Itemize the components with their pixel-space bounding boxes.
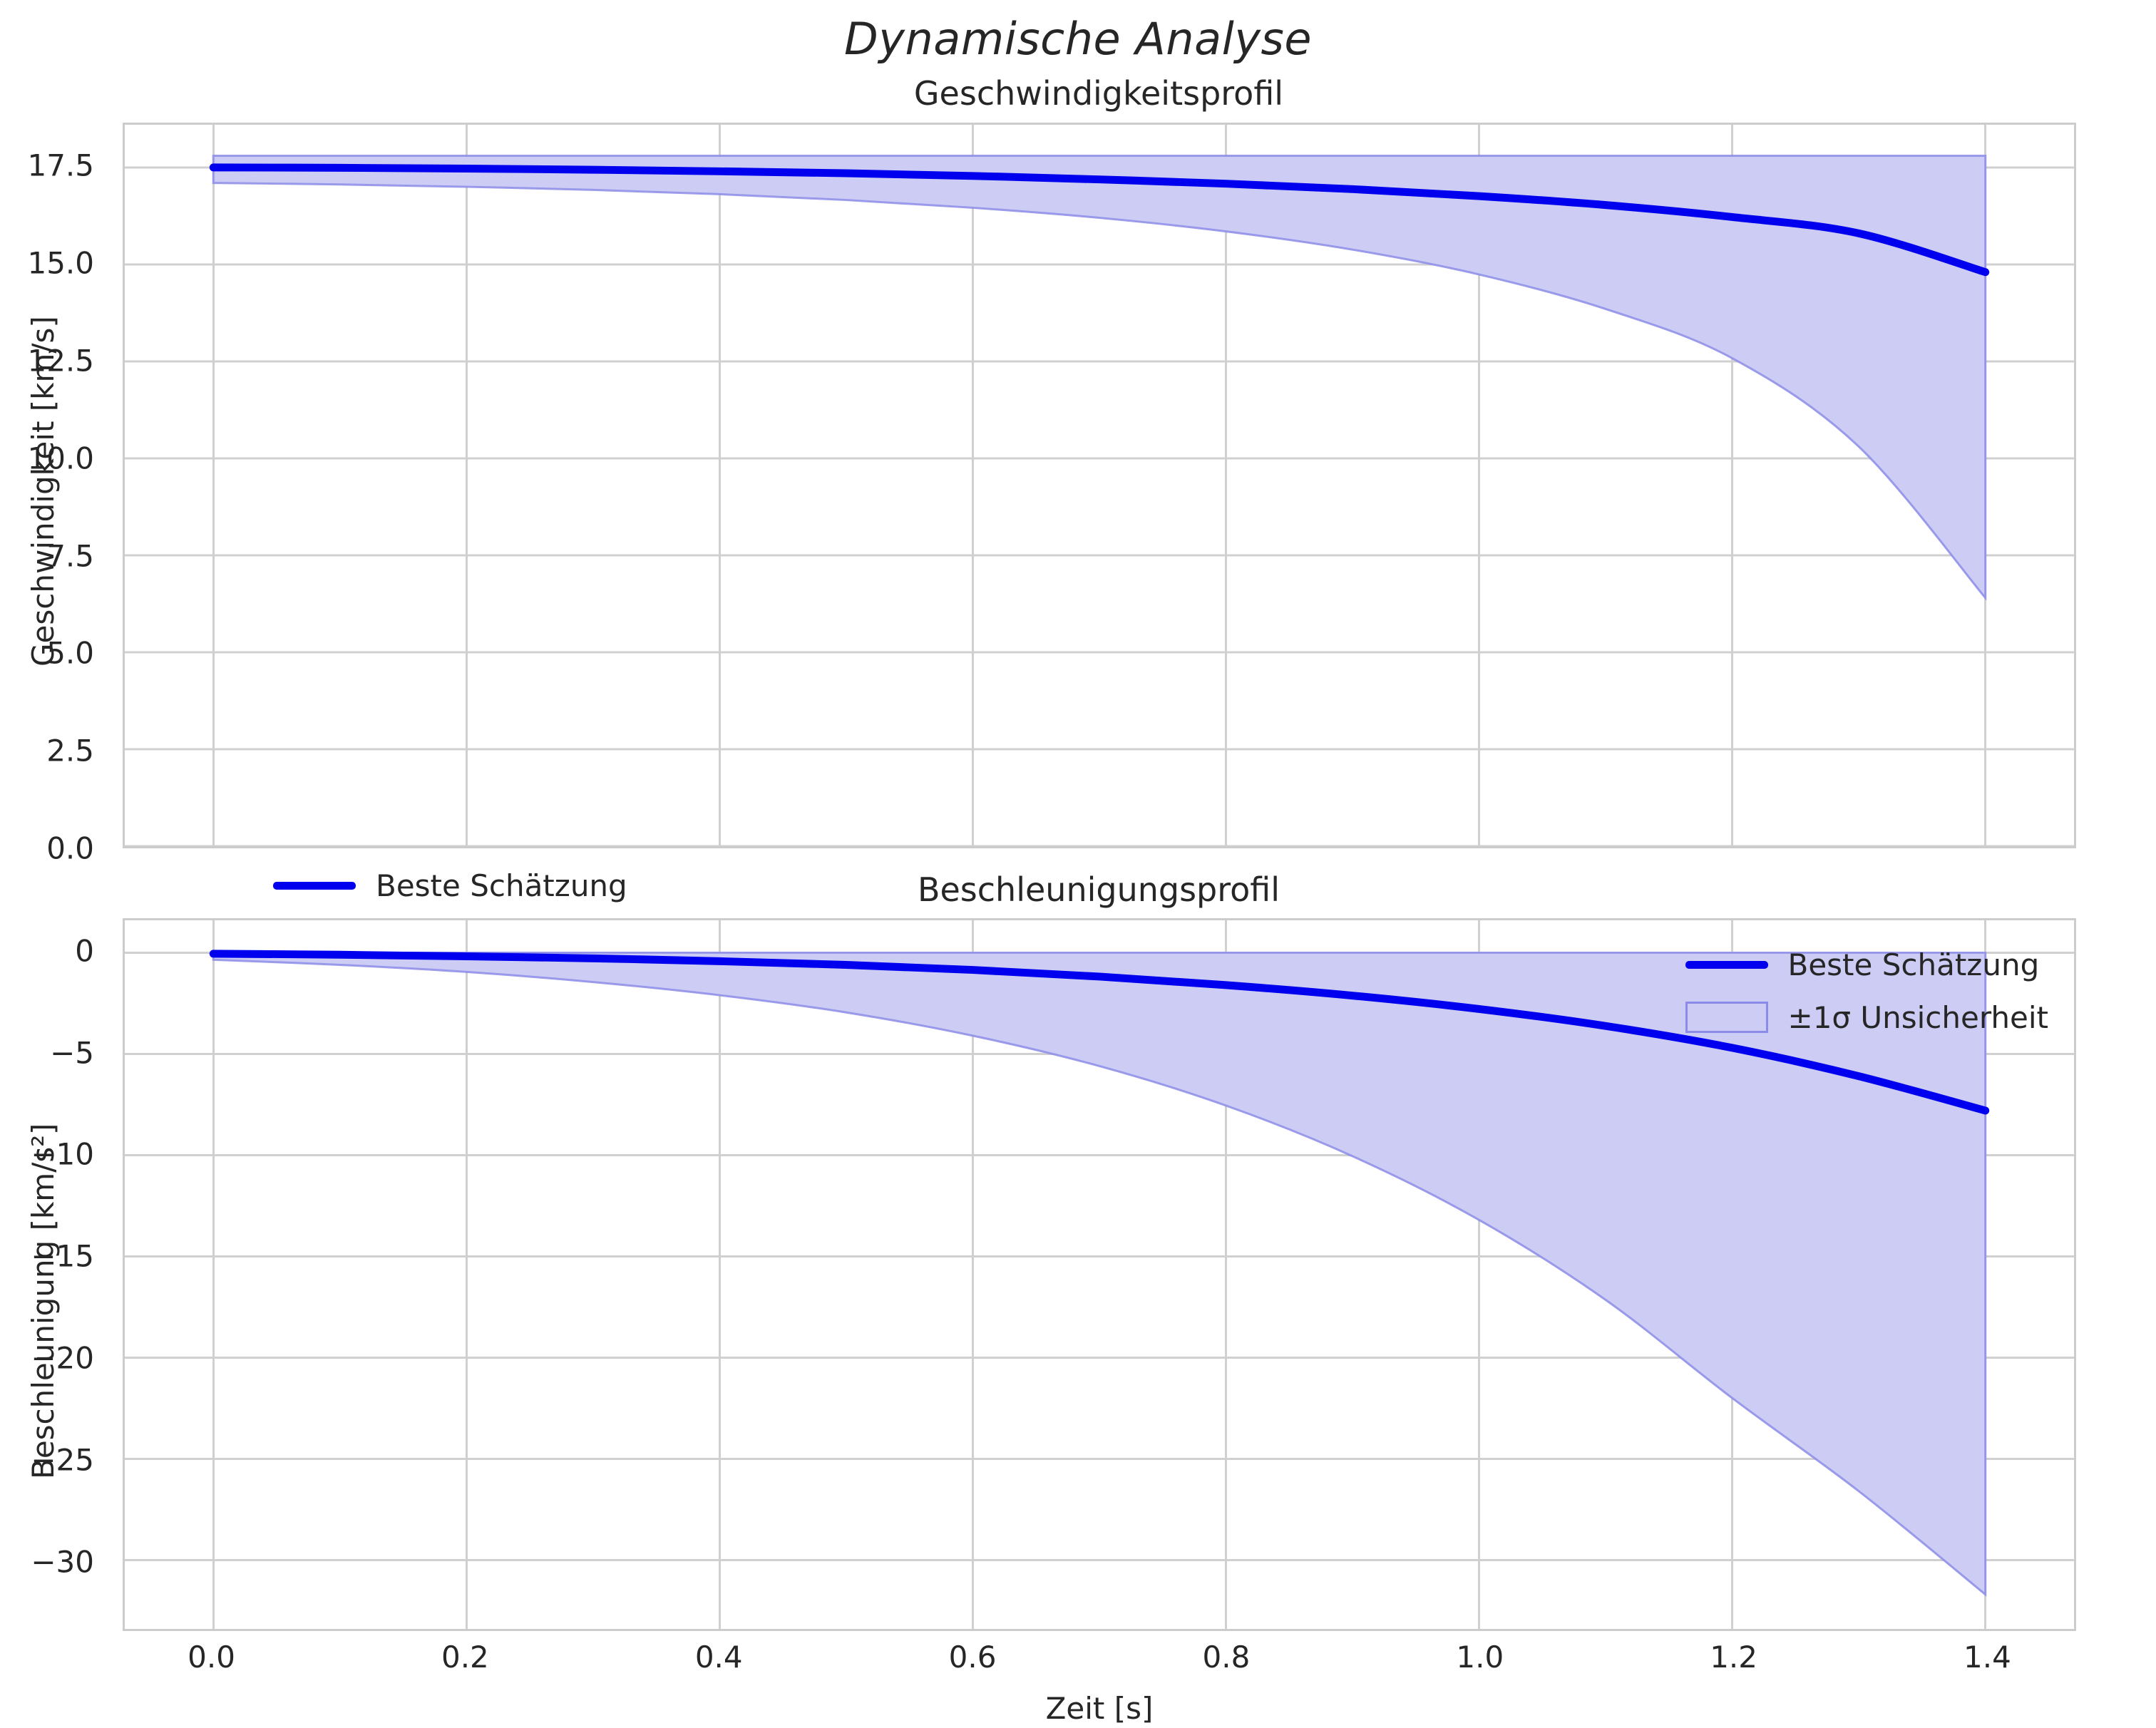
legend-entry-band: ±1σ Unsicherheit xyxy=(1685,999,2048,1035)
legend-band-label: ±1σ Unsicherheit xyxy=(1787,999,2048,1035)
y-tick-label: −5 xyxy=(50,1035,94,1071)
acceleration-subplot-title: Beschleunigungsprofil xyxy=(917,870,1280,909)
y-tick-label: 0 xyxy=(75,933,94,969)
acceleration-mean-line xyxy=(209,950,1990,1115)
x-tick-label: 1.0 xyxy=(1456,1640,1504,1675)
velocity-plot-surface xyxy=(125,125,2074,846)
acceleration-svg xyxy=(125,920,2074,1629)
x-tick-label: 0.8 xyxy=(1202,1640,1251,1675)
velocity-mean-line xyxy=(209,163,1990,277)
acceleration-uncertainty-band xyxy=(212,951,1987,1597)
velocity-y-axis-label: Geschwindigkeit [km/s] xyxy=(26,316,61,667)
x-tick-label: 0.2 xyxy=(441,1640,489,1675)
legend-entry-mean: Beste Schätzung xyxy=(273,868,636,903)
y-tick-label: −25 xyxy=(31,1442,94,1478)
acceleration-legend: Beste Schätzung ±1σ Unsicherheit xyxy=(1670,936,2064,1046)
acceleration-y-axis-label: Beschleunigung [km/s²] xyxy=(26,1123,61,1479)
y-tick-label: −30 xyxy=(31,1544,94,1580)
legend-line-swatch xyxy=(273,881,356,890)
y-tick-label: −10 xyxy=(31,1136,94,1172)
acceleration-y-tick-labels: 0 −5 −10 −15 −20 −25 −30 xyxy=(0,918,107,1631)
velocity-plot-area: Beste Schätzung ±1σ Unsicherheit xyxy=(123,123,2076,967)
y-tick-label: 10.0 xyxy=(27,441,94,476)
legend-entry-mean: Beste Schätzung xyxy=(1685,947,2048,982)
y-tick-label: 17.5 xyxy=(27,148,94,183)
acceleration-plot-surface xyxy=(125,920,2074,1629)
x-tick-label: 1.4 xyxy=(1963,1640,2011,1675)
velocity-svg xyxy=(125,125,2074,846)
legend-band-swatch xyxy=(1685,1002,1768,1033)
acceleration-plot-area: Beste Schätzung ±1σ Unsicherheit xyxy=(123,918,2076,1631)
y-tick-label: 12.5 xyxy=(27,343,94,379)
legend-mean-label: Beste Schätzung xyxy=(376,868,627,903)
y-tick-label: 5.0 xyxy=(46,635,94,671)
y-tick-label: 15.0 xyxy=(27,245,94,281)
x-tick-label: 0.4 xyxy=(694,1640,743,1675)
x-tick-label: 0.6 xyxy=(948,1640,997,1675)
x-tick-label: 1.2 xyxy=(1710,1640,1758,1675)
y-tick-label: 7.5 xyxy=(46,538,94,574)
figure-suptitle: Dynamische Analyse xyxy=(844,13,1312,65)
x-tick-label: 0.0 xyxy=(188,1640,235,1675)
legend-line-swatch xyxy=(1685,960,1768,969)
velocity-y-tick-labels: 0.0 2.5 5.0 7.5 10.0 12.5 15.0 17.5 xyxy=(0,123,107,866)
velocity-subplot-title: Geschwindigkeitsprofil xyxy=(913,74,1284,113)
y-tick-label: −20 xyxy=(31,1340,94,1376)
legend-mean-label: Beste Schätzung xyxy=(1787,947,2040,982)
velocity-uncertainty-band xyxy=(212,155,1987,601)
y-tick-label: 0.0 xyxy=(46,830,94,866)
y-tick-label: −15 xyxy=(31,1238,94,1274)
x-axis-label: Zeit [s] xyxy=(1045,1691,1154,1726)
y-tick-label: 2.5 xyxy=(46,733,94,768)
